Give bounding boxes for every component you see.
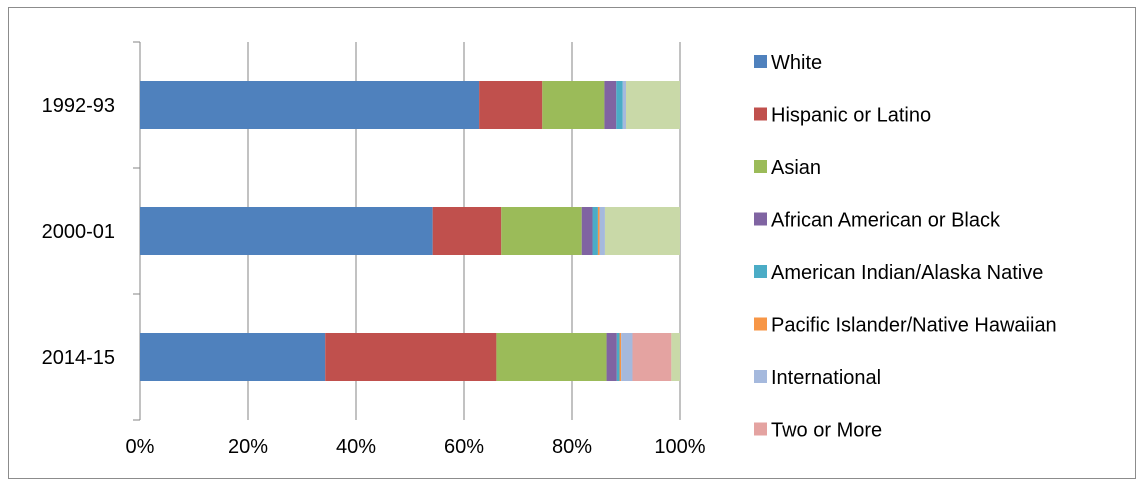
legend-swatch-0 [754,55,767,68]
bar-2014-15-series-3 [606,333,617,381]
legend-swatch-5 [754,317,767,331]
bar-2000-01-series-6 [599,207,605,255]
bar-2000-01-series-0 [140,207,433,255]
legend-swatch-4 [754,265,767,278]
legend-swatch-1 [754,107,767,121]
legend-label-2: Asian [771,157,821,179]
legend-label-0: White [771,52,822,74]
bar-2014-15-series-5 [619,333,622,381]
bar-2014-15-series-2 [496,333,607,381]
bar-2000-01-series-2 [501,207,582,255]
bar-2014-15-series-6 [621,333,633,381]
y-tick-label-1: 2000-01 [42,221,115,243]
bar-1992-93-series-8 [626,81,680,129]
y-tick-label-2: 2014-15 [42,347,115,369]
bar-1992-93-series-0 [140,81,480,129]
bar-2000-01-series-1 [432,207,502,255]
x-tick-label-1: 20% [228,436,268,458]
legend-swatch-3 [754,212,767,226]
legend-swatch-7 [754,422,767,436]
bar-2000-01-series-3 [581,207,593,255]
bar-2014-15-series-8 [671,333,680,381]
x-tick-label-4: 80% [552,436,592,458]
bar-1992-93-series-1 [479,81,543,129]
bar-2000-01-series-8 [604,207,680,255]
bar-1992-93-series-6 [622,81,626,129]
bar-2014-15-series-1 [325,333,497,381]
legend-swatch-2 [754,160,767,173]
legend-label-4: American Indian/Alaska Native [771,262,1043,284]
bar-1992-93-series-3 [604,81,617,129]
legend-label-3: African American or Black [771,210,1001,232]
bar-2000-01-series-4 [592,207,598,255]
bar-1992-93-series-2 [542,81,605,129]
x-tick-label-5: 100% [654,436,705,458]
legend-swatch-6 [754,370,767,383]
bar-2014-15-series-4 [616,333,620,381]
x-tick-label-0: 0% [126,436,155,458]
legend-label-6: International [771,367,881,389]
chart-frame [8,7,1136,479]
bar-2000-01-series-5 [597,207,600,255]
bar-2014-15-series-7 [632,333,672,381]
legend-label-5: Pacific Islander/Native Hawaiian [771,315,1057,337]
x-tick-label-3: 60% [444,436,484,458]
legend-label-7: Two or More [771,420,882,442]
legend-label-1: Hispanic or Latino [771,105,931,127]
x-tick-label-2: 40% [336,436,376,458]
bar-1992-93-series-4 [616,81,623,129]
bar-2014-15-series-0 [140,333,326,381]
y-tick-label-0: 1992-93 [42,95,115,117]
